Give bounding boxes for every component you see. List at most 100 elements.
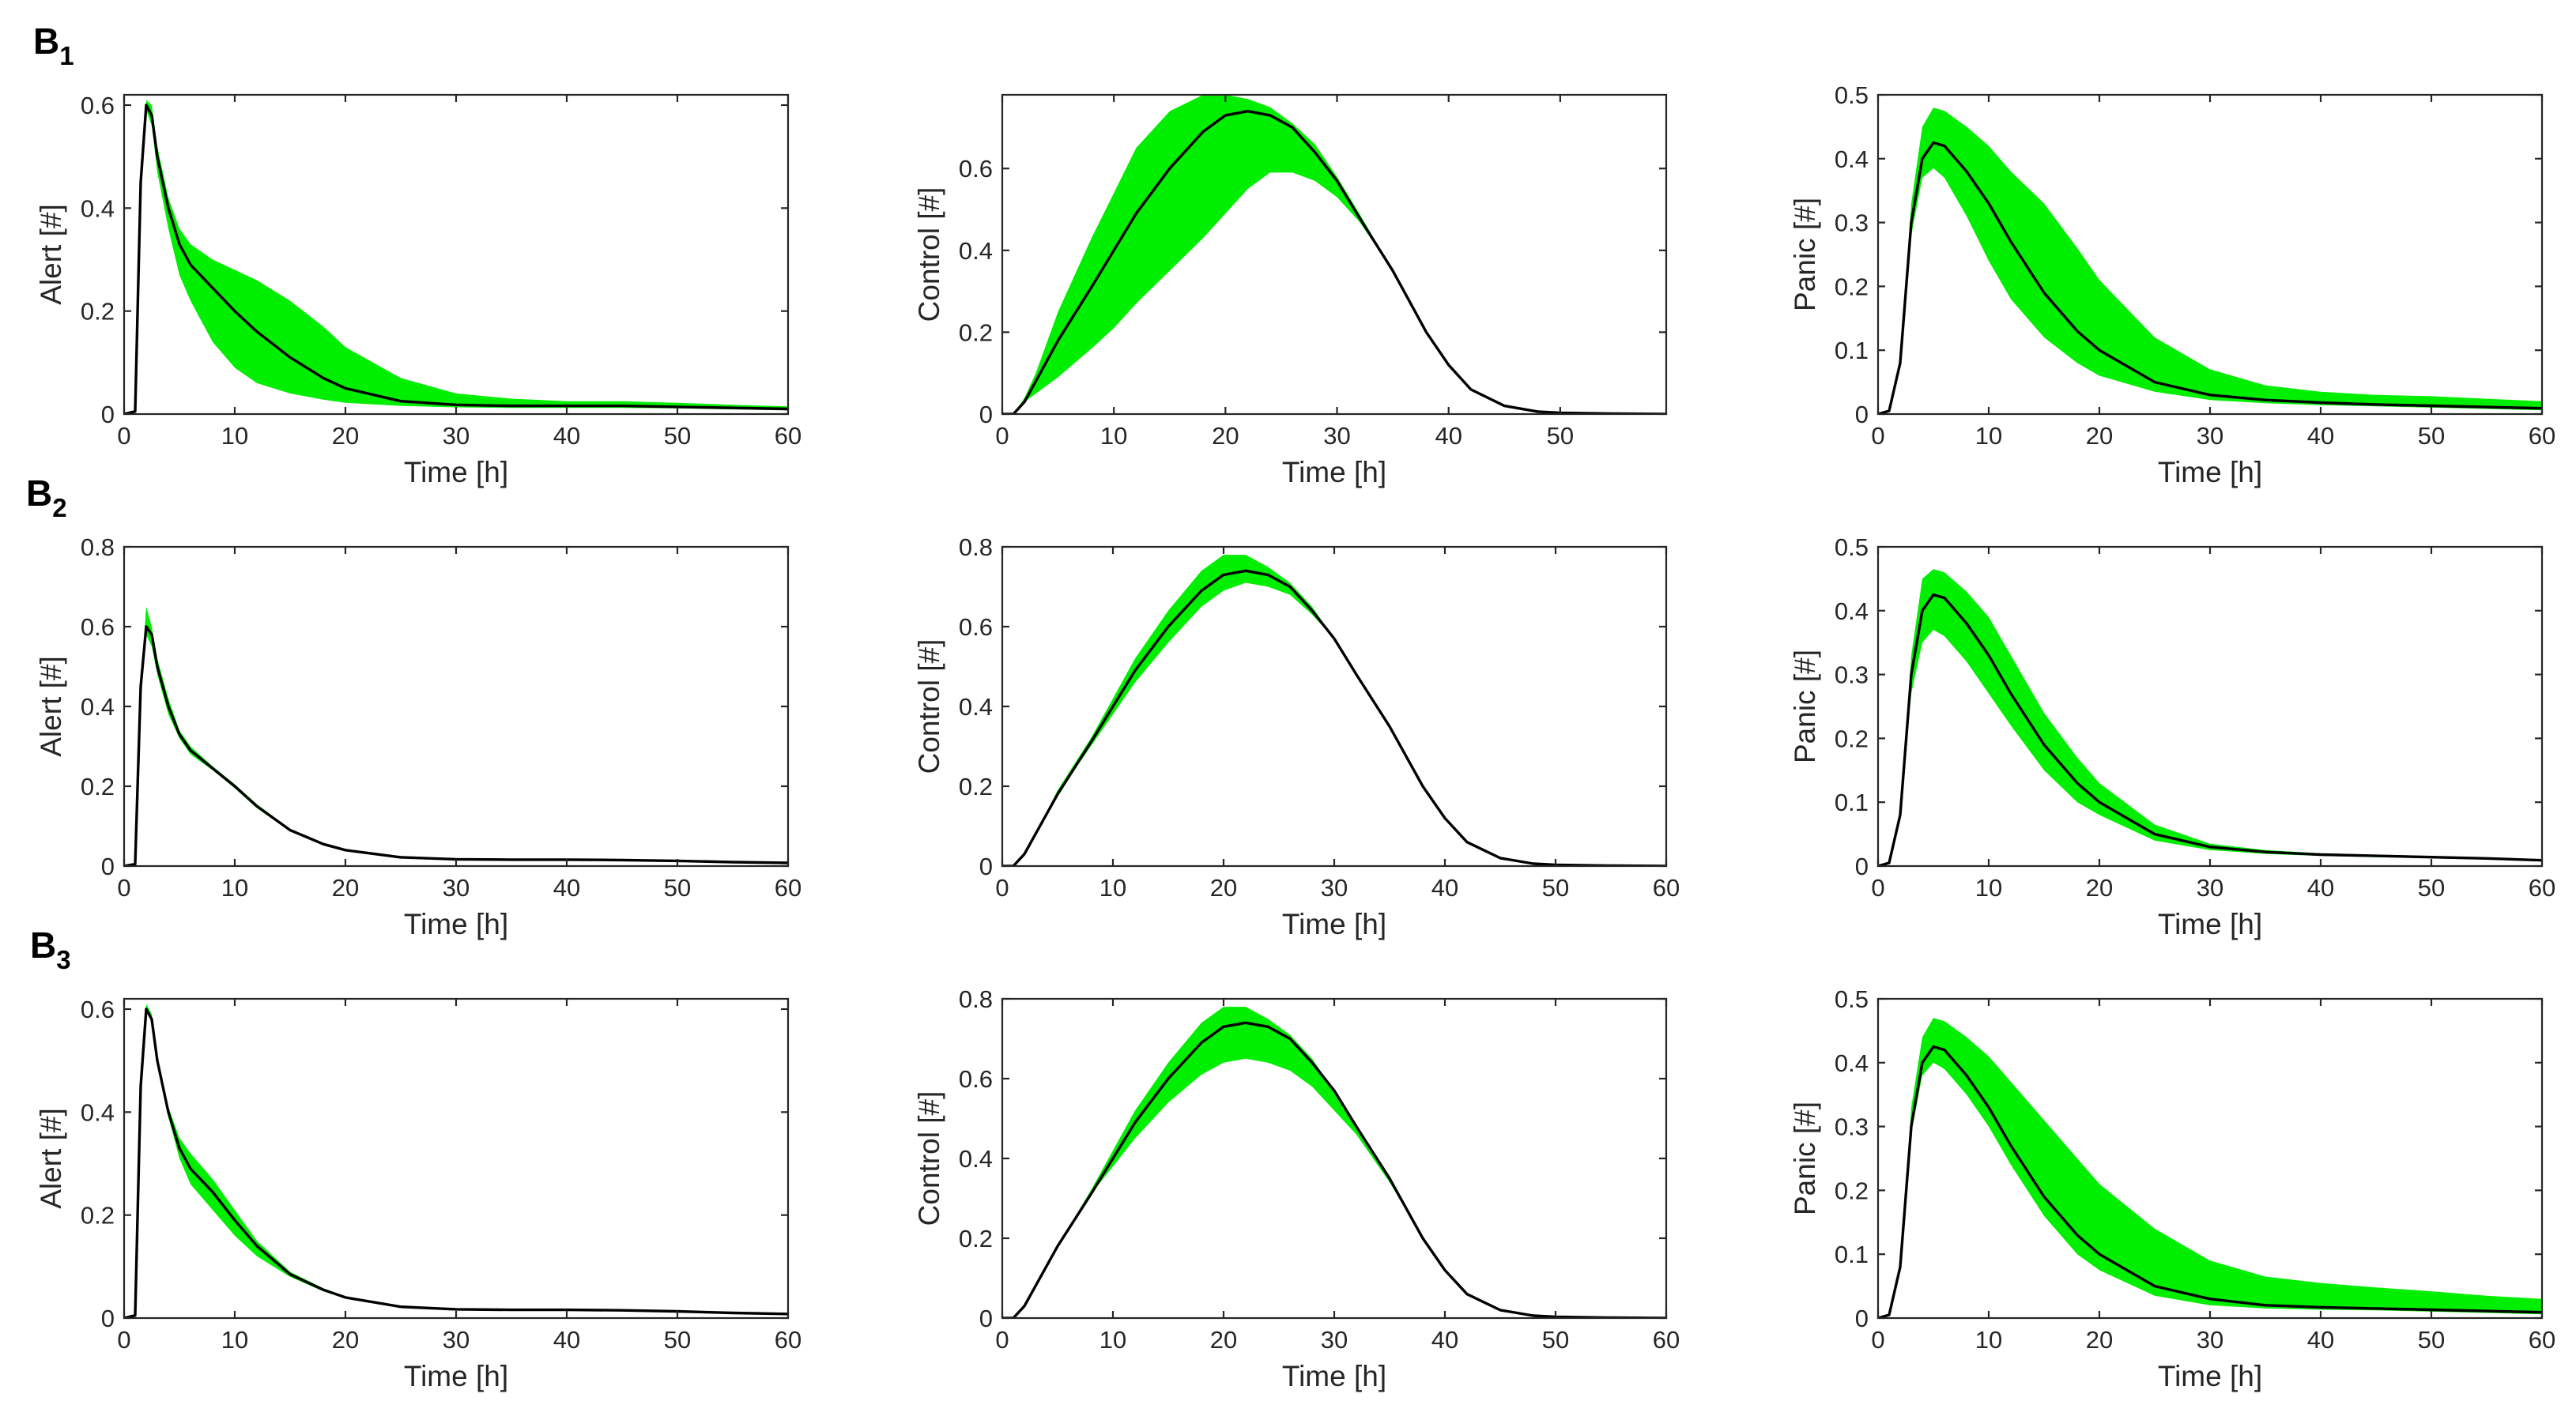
- y-tick-label: 0.2: [1835, 725, 1869, 752]
- y-tick-label: 0.6: [959, 613, 993, 641]
- y-tick-label: 0: [979, 401, 993, 428]
- x-axis-label: Time [h]: [404, 908, 508, 940]
- x-tick-label: 20: [332, 874, 359, 902]
- x-axis-label: Time [h]: [1282, 456, 1386, 488]
- chart-panel-B2-alert: 0 10 20 30 40 50 60 0 0.2 0.4 0.6 0.8 Time [h] Alert …: [35, 533, 801, 940]
- y-tick-label: 0.1: [1835, 789, 1869, 816]
- x-tick-label: 10: [221, 422, 248, 450]
- confidence-band: [124, 100, 788, 414]
- x-tick-label: 10: [221, 1326, 248, 1354]
- x-tick-label: 50: [2418, 1326, 2445, 1354]
- x-axis-label: Time [h]: [404, 1360, 508, 1392]
- confidence-band: [1002, 1007, 1666, 1318]
- median-line: [1002, 110, 1666, 414]
- x-tick-label: 0: [1871, 874, 1884, 902]
- x-tick-label: 20: [1210, 874, 1237, 902]
- y-axis-label: Control [#]: [913, 187, 945, 322]
- x-tick-label: 30: [443, 422, 470, 450]
- x-tick-label: 50: [664, 874, 691, 902]
- median-line: [1878, 141, 2542, 414]
- confidence-band: [1002, 95, 1666, 414]
- y-tick-label: 0.4: [81, 1098, 115, 1126]
- x-tick-label: 30: [1321, 1326, 1348, 1354]
- x-tick-label: 20: [2086, 874, 2113, 902]
- y-tick-label: 0.2: [1835, 273, 1869, 300]
- median-line: [1878, 1045, 2542, 1318]
- x-tick-label: 0: [995, 422, 1009, 450]
- x-tick-label: 10: [1975, 1326, 2002, 1354]
- y-tick-label: 0.2: [81, 1202, 115, 1230]
- x-tick-label: 50: [2418, 422, 2445, 450]
- row-label-b2: B2: [26, 473, 67, 522]
- x-tick-label: 60: [775, 1326, 801, 1354]
- x-tick-label: 40: [2307, 422, 2334, 450]
- y-tick-label: 0.6: [81, 996, 115, 1023]
- y-tick-label: 0.4: [1835, 145, 1869, 173]
- x-tick-label: 20: [2086, 422, 2113, 450]
- y-tick-label: 0.4: [81, 194, 115, 222]
- x-tick-label: 40: [553, 422, 580, 450]
- x-tick-label: 50: [1542, 1326, 1569, 1354]
- x-axis-label: Time [h]: [2158, 456, 2262, 488]
- x-tick-label: 20: [1212, 422, 1239, 450]
- y-tick-label: 0.8: [81, 533, 115, 561]
- x-tick-label: 10: [1099, 1326, 1126, 1354]
- confidence-band: [1002, 555, 1666, 866]
- x-tick-label: 30: [2197, 1326, 2223, 1354]
- x-tick-label: 60: [2529, 874, 2555, 902]
- axes-box: [1001, 93, 1668, 416]
- median-line: [124, 104, 788, 414]
- x-tick-label: 40: [1431, 1326, 1458, 1354]
- x-tick-label: 40: [1431, 874, 1458, 902]
- x-tick-label: 50: [1547, 422, 1574, 450]
- x-tick-label: 20: [332, 422, 359, 450]
- chart-panel-B1-panic: 0 10 20 30 40 50 60 0 0.1 0.2 0.3 0.4 0.5 Time [h] Pan…: [1789, 81, 2555, 488]
- x-tick-label: 30: [1323, 422, 1350, 450]
- chart-panel-B3-panic: 0 10 20 30 40 50 60 0 0.1 0.2 0.3 0.4 0.5 Time [h] Pan…: [1789, 985, 2555, 1392]
- plot-area: [1002, 95, 1666, 414]
- x-tick-label: 60: [2529, 1326, 2555, 1354]
- x-tick-label: 60: [1653, 1326, 1680, 1354]
- x-tick-label: 50: [664, 422, 691, 450]
- y-tick-label: 0.2: [1835, 1177, 1869, 1204]
- y-tick-label: 0.8: [959, 985, 993, 1013]
- plot-area: [124, 606, 788, 866]
- y-tick-label: 0.1: [1835, 1241, 1869, 1268]
- x-tick-label: 30: [2197, 874, 2223, 902]
- x-tick-label: 50: [2418, 874, 2445, 902]
- y-axis-label: Alert [#]: [35, 204, 67, 305]
- plot-area: [1002, 555, 1666, 866]
- y-tick-label: 0.4: [1835, 1049, 1869, 1077]
- y-tick-label: 0.1: [1835, 337, 1869, 364]
- x-tick-label: 20: [2086, 1326, 2113, 1354]
- y-tick-label: 0.2: [959, 318, 993, 346]
- y-tick-label: 0: [1855, 401, 1869, 428]
- panel-grid: 0 10 20 30 40 50 60 0 0.2 0.4 0.6 Time [h] Alert [#]…: [35, 81, 2555, 1392]
- x-tick-label: 40: [1435, 422, 1461, 450]
- y-tick-label: 0: [101, 853, 115, 880]
- y-tick-label: 0.6: [959, 1065, 993, 1093]
- y-tick-label: 0: [1855, 1305, 1869, 1332]
- x-tick-label: 10: [1099, 874, 1126, 902]
- x-tick-label: 30: [1321, 874, 1348, 902]
- x-tick-label: 20: [1210, 1326, 1237, 1354]
- y-tick-label: 0: [1855, 853, 1869, 880]
- confidence-band: [1878, 107, 2542, 414]
- x-tick-label: 20: [332, 1326, 359, 1354]
- y-tick-label: 0: [979, 853, 993, 880]
- x-axis-label: Time [h]: [404, 456, 508, 488]
- x-tick-label: 0: [117, 874, 130, 902]
- x-tick-label: 40: [2307, 874, 2334, 902]
- y-tick-label: 0.3: [1835, 661, 1869, 689]
- chart-panel-B1-control: 0 10 20 30 40 50 0 0.2 0.4 0.6 Time [h] Control [#]: [913, 93, 1668, 488]
- x-tick-label: 50: [664, 1326, 691, 1354]
- x-tick-label: 0: [995, 874, 1009, 902]
- x-tick-label: 60: [1653, 874, 1680, 902]
- x-tick-label: 40: [553, 874, 580, 902]
- y-axis-label: Panic [#]: [1789, 650, 1821, 763]
- plot-area: [1878, 569, 2542, 866]
- x-tick-label: 50: [1542, 874, 1569, 902]
- row-label-b3: B3: [30, 925, 71, 974]
- x-tick-label: 10: [221, 874, 248, 902]
